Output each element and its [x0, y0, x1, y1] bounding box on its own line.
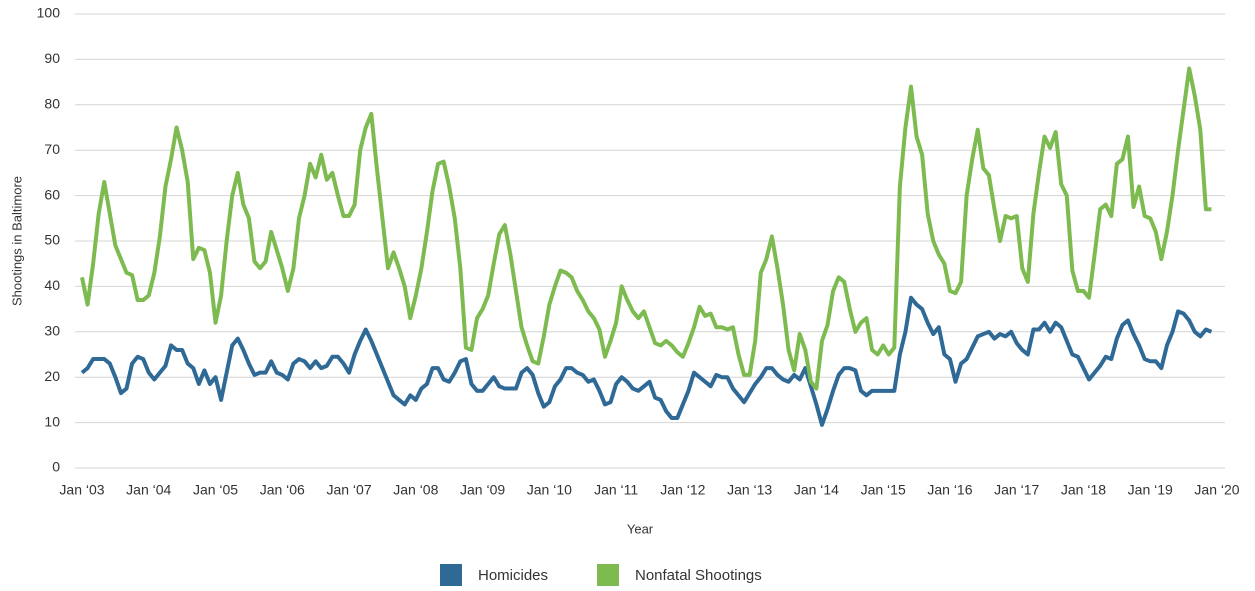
- x-tick-label: Jan ‘05: [193, 482, 238, 498]
- y-tick-label: 30: [44, 323, 60, 339]
- x-tick-label: Jan ‘19: [1128, 482, 1173, 498]
- x-tick-label: Jan ‘14: [794, 482, 839, 498]
- y-tick-label: 10: [44, 413, 60, 429]
- x-tick-label: Jan ‘18: [1061, 482, 1106, 498]
- y-axis-label: Shootings in Baltimore: [9, 176, 24, 306]
- x-tick-label: Jan ‘06: [260, 482, 305, 498]
- x-tick-label: Jan ‘20: [1194, 482, 1239, 498]
- x-tick-label: Jan ‘17: [994, 482, 1039, 498]
- x-tick-label: Jan ‘13: [727, 482, 772, 498]
- x-tick-label: Jan ‘15: [861, 482, 906, 498]
- x-tick-label: Jan ‘09: [460, 482, 505, 498]
- series-line: [80, 295, 1213, 427]
- y-tick-label: 20: [44, 368, 60, 384]
- y-tick-label: 0: [52, 459, 60, 475]
- legend-label: Nonfatal Shootings: [635, 567, 762, 584]
- y-tick-label: 40: [44, 277, 60, 293]
- x-tick-label: Jan ‘12: [660, 482, 705, 498]
- legend-swatch: [597, 564, 619, 586]
- y-tick-label: 90: [44, 50, 60, 66]
- legend-swatch: [440, 564, 462, 586]
- x-tick-label: Jan ‘10: [527, 482, 572, 498]
- y-tick-label: 80: [44, 96, 60, 112]
- x-tick-label: Jan ‘16: [927, 482, 972, 498]
- x-tick-label: Jan ‘03: [59, 482, 104, 498]
- x-axis-label: Year: [627, 521, 654, 536]
- x-tick-label: Jan ‘11: [594, 482, 638, 498]
- x-tick-label: Jan ‘04: [126, 482, 171, 498]
- legend-label: Homicides: [478, 567, 548, 584]
- x-tick-label: Jan ‘07: [326, 482, 371, 498]
- y-tick-label: 70: [44, 141, 60, 157]
- y-tick-label: 100: [37, 5, 61, 21]
- x-tick-label: Jan ‘08: [393, 482, 438, 498]
- y-tick-label: 50: [44, 232, 60, 248]
- y-tick-label: 60: [44, 186, 60, 202]
- series-line: [80, 66, 1212, 391]
